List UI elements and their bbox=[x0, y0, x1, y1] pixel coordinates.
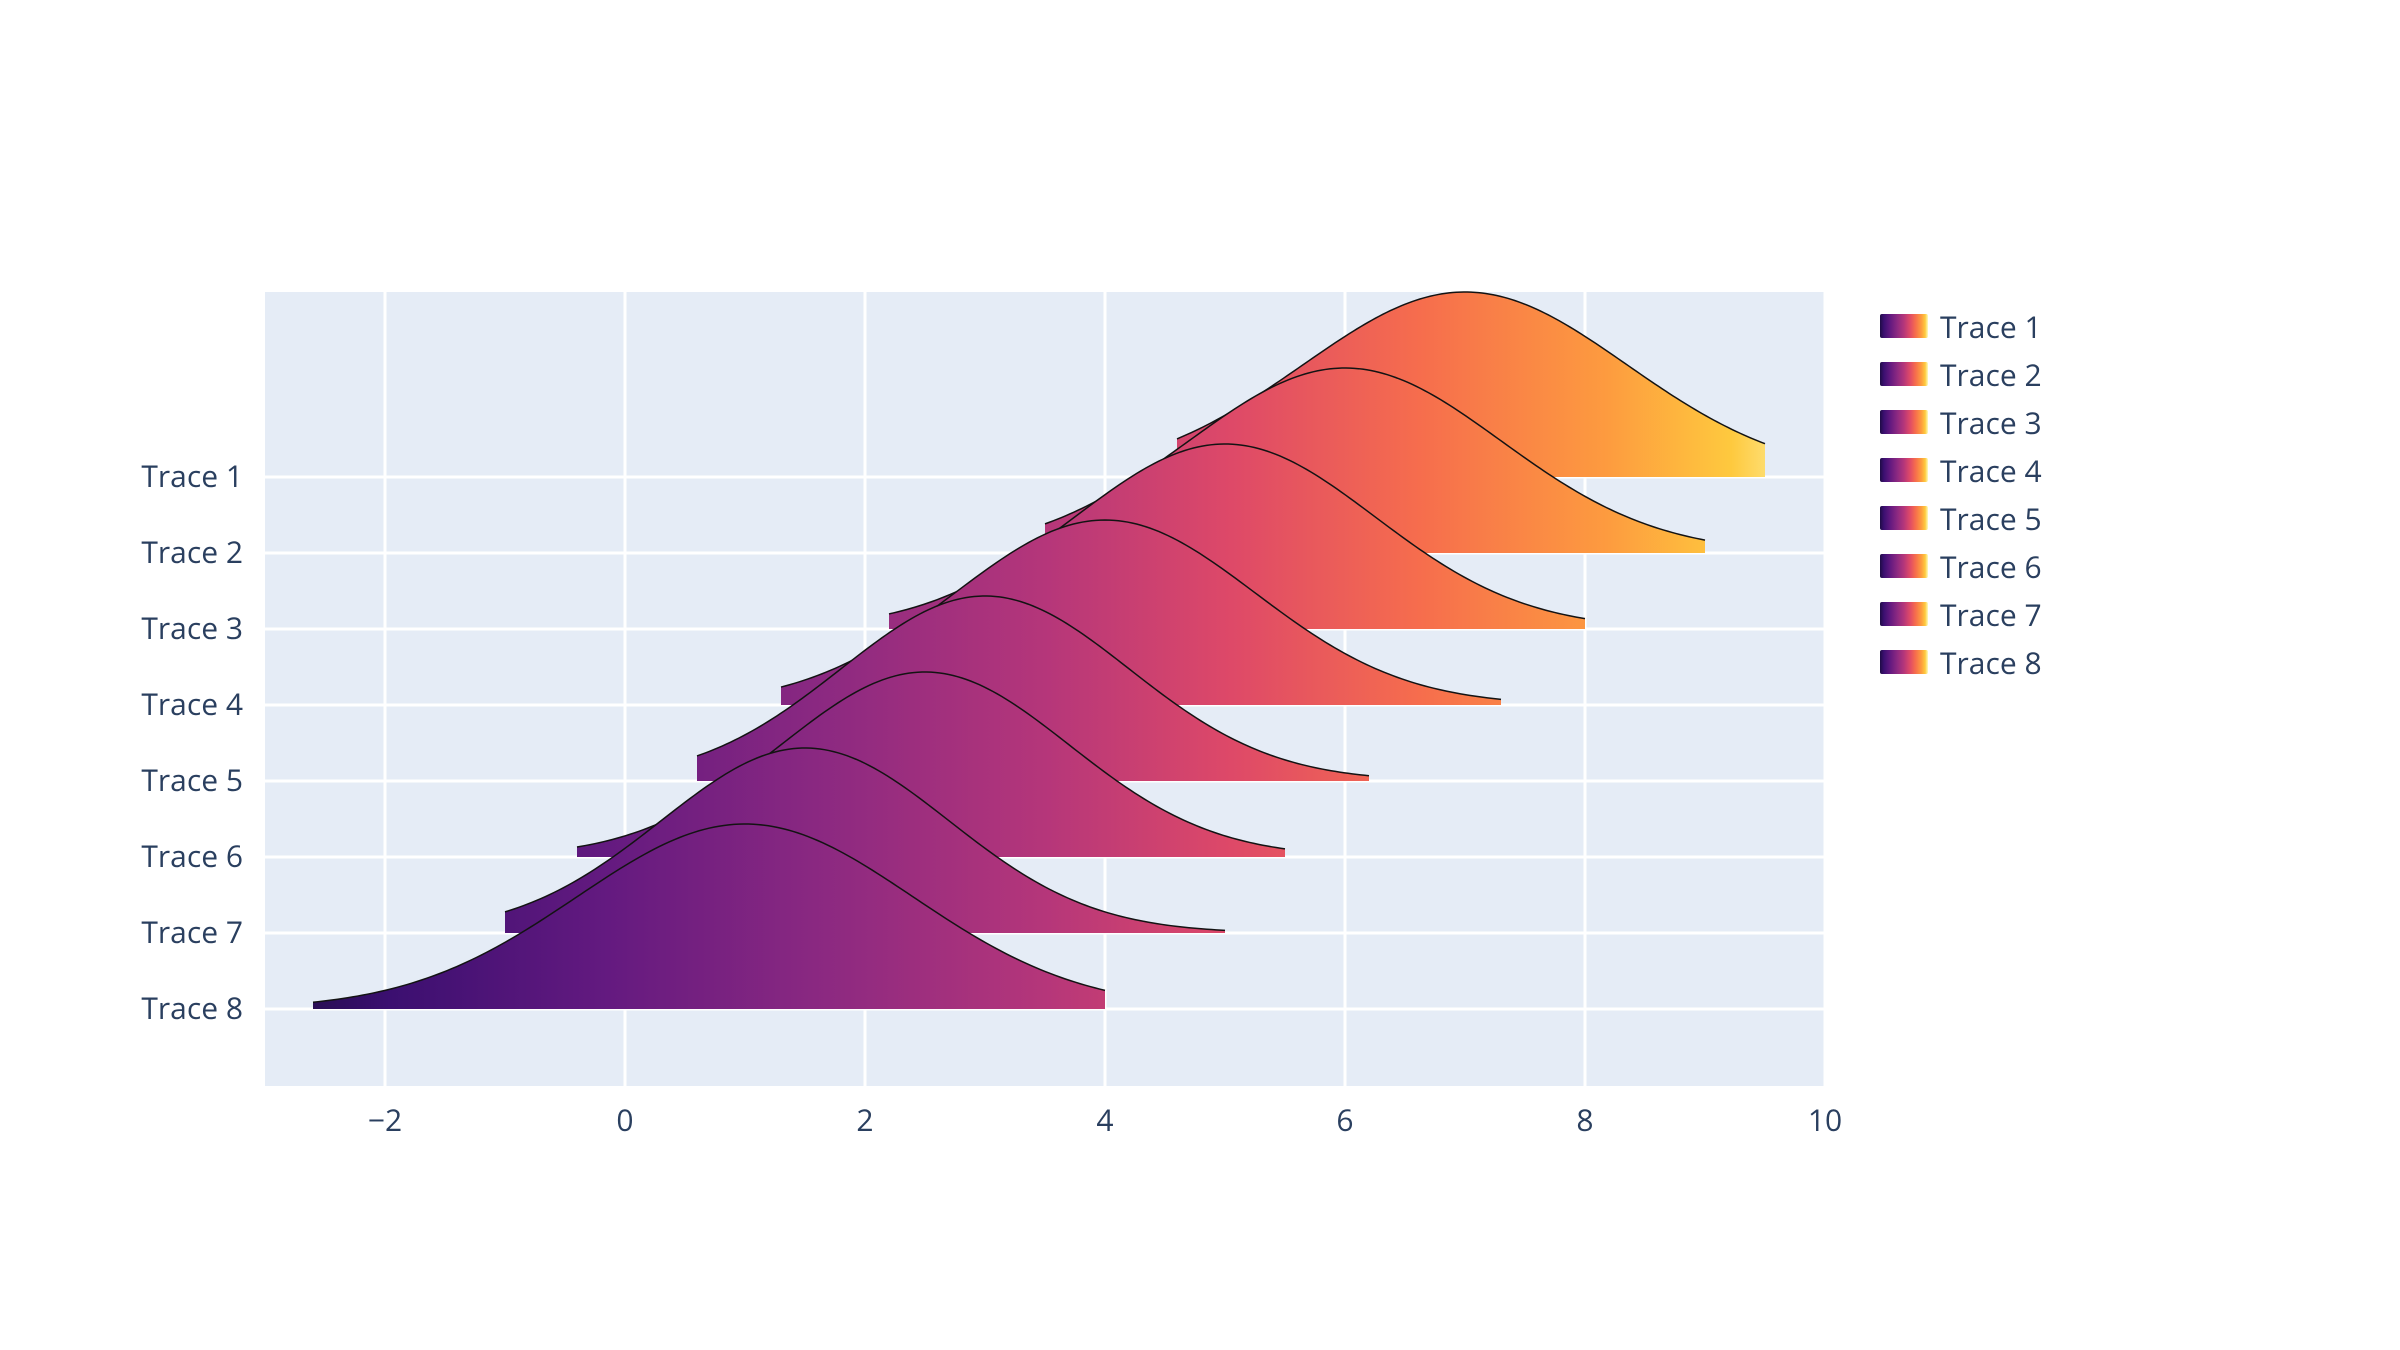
legend-item[interactable]: Trace 8 bbox=[1880, 638, 2042, 686]
y-tick-label: Trace 7 bbox=[141, 911, 243, 952]
x-tick-label: −2 bbox=[368, 1099, 402, 1140]
legend-item[interactable]: Trace 6 bbox=[1880, 542, 2042, 590]
legend-swatch bbox=[1880, 650, 1928, 674]
legend-item[interactable]: Trace 1 bbox=[1880, 302, 2042, 350]
legend-label: Trace 7 bbox=[1940, 594, 2042, 635]
legend-label: Trace 4 bbox=[1940, 450, 2042, 491]
legend-swatch bbox=[1880, 506, 1928, 530]
legend-item[interactable]: Trace 2 bbox=[1880, 350, 2042, 398]
x-tick-label: 8 bbox=[1576, 1099, 1593, 1140]
y-tick-label: Trace 8 bbox=[141, 987, 243, 1028]
legend-label: Trace 3 bbox=[1940, 402, 2042, 443]
x-tick-label: 10 bbox=[1808, 1099, 1842, 1140]
legend: Trace 1 Trace 2 Trace 3 Trace 4 Trace 5 Trace… bbox=[1880, 302, 2042, 686]
y-tick-label: Trace 4 bbox=[141, 683, 243, 724]
x-tick-label: 6 bbox=[1336, 1099, 1353, 1140]
x-tick-label: 2 bbox=[856, 1099, 873, 1140]
legend-item[interactable]: Trace 3 bbox=[1880, 398, 2042, 446]
legend-label: Trace 1 bbox=[1940, 306, 2042, 347]
x-tick-label: 4 bbox=[1096, 1099, 1113, 1140]
legend-swatch bbox=[1880, 554, 1928, 578]
legend-label: Trace 2 bbox=[1940, 354, 2042, 395]
y-tick-label: Trace 6 bbox=[141, 835, 243, 876]
y-tick-label: Trace 3 bbox=[141, 607, 243, 648]
legend-swatch bbox=[1880, 314, 1928, 338]
legend-item[interactable]: Trace 7 bbox=[1880, 590, 2042, 638]
legend-swatch bbox=[1880, 362, 1928, 386]
legend-swatch bbox=[1880, 602, 1928, 626]
y-tick-label: Trace 5 bbox=[141, 759, 243, 800]
legend-item[interactable]: Trace 5 bbox=[1880, 494, 2042, 542]
legend-swatch bbox=[1880, 458, 1928, 482]
x-tick-label: 0 bbox=[616, 1099, 633, 1140]
legend-label: Trace 8 bbox=[1940, 642, 2042, 683]
legend-label: Trace 5 bbox=[1940, 498, 2042, 539]
legend-swatch bbox=[1880, 410, 1928, 434]
legend-label: Trace 6 bbox=[1940, 546, 2042, 587]
ridgeline-plot: −20246810Trace 1Trace 2Trace 3Trace 4Tra… bbox=[265, 292, 1825, 1156]
y-tick-label: Trace 2 bbox=[141, 531, 243, 572]
legend-item[interactable]: Trace 4 bbox=[1880, 446, 2042, 494]
chart-container: −20246810Trace 1Trace 2Trace 3Trace 4Tra… bbox=[0, 0, 2400, 1350]
y-tick-label: Trace 1 bbox=[141, 455, 243, 496]
